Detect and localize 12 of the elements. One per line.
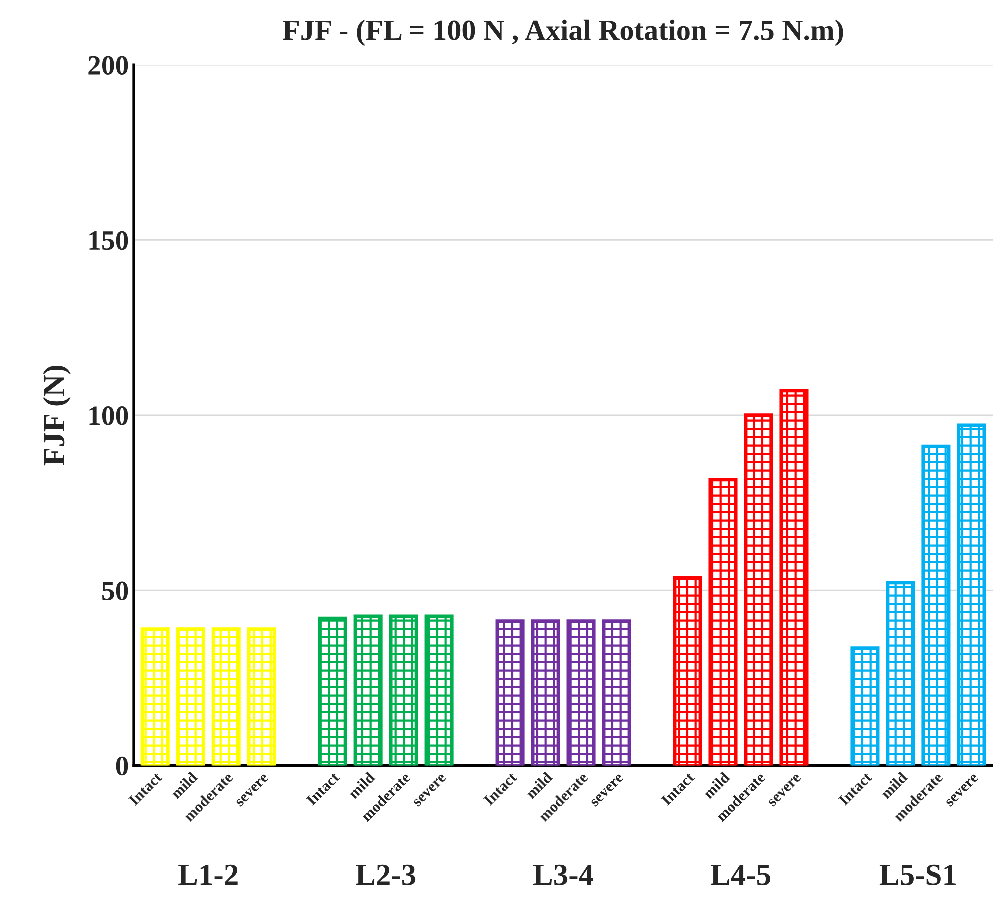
text: L3-4 — [533, 864, 594, 886]
y-tick-label: 50 — [102, 582, 128, 600]
y-tick-label: 200 — [88, 56, 128, 75]
text: L5-S1 — [880, 864, 956, 886]
y-tick-label: 100 — [90, 406, 128, 426]
y-tick-label: 150 — [90, 231, 128, 250]
y-axis-title: FJF (N) — [43, 366, 71, 466]
chart-title: FJF - (FL = 100 N , Axial Rotation = 7.5 N.m) — [283, 20, 844, 46]
text: L2-3 — [356, 864, 416, 886]
text: L1-2 — [178, 864, 238, 886]
y-tick-label: 0 — [116, 756, 128, 776]
text: L4-5 — [710, 865, 770, 886]
